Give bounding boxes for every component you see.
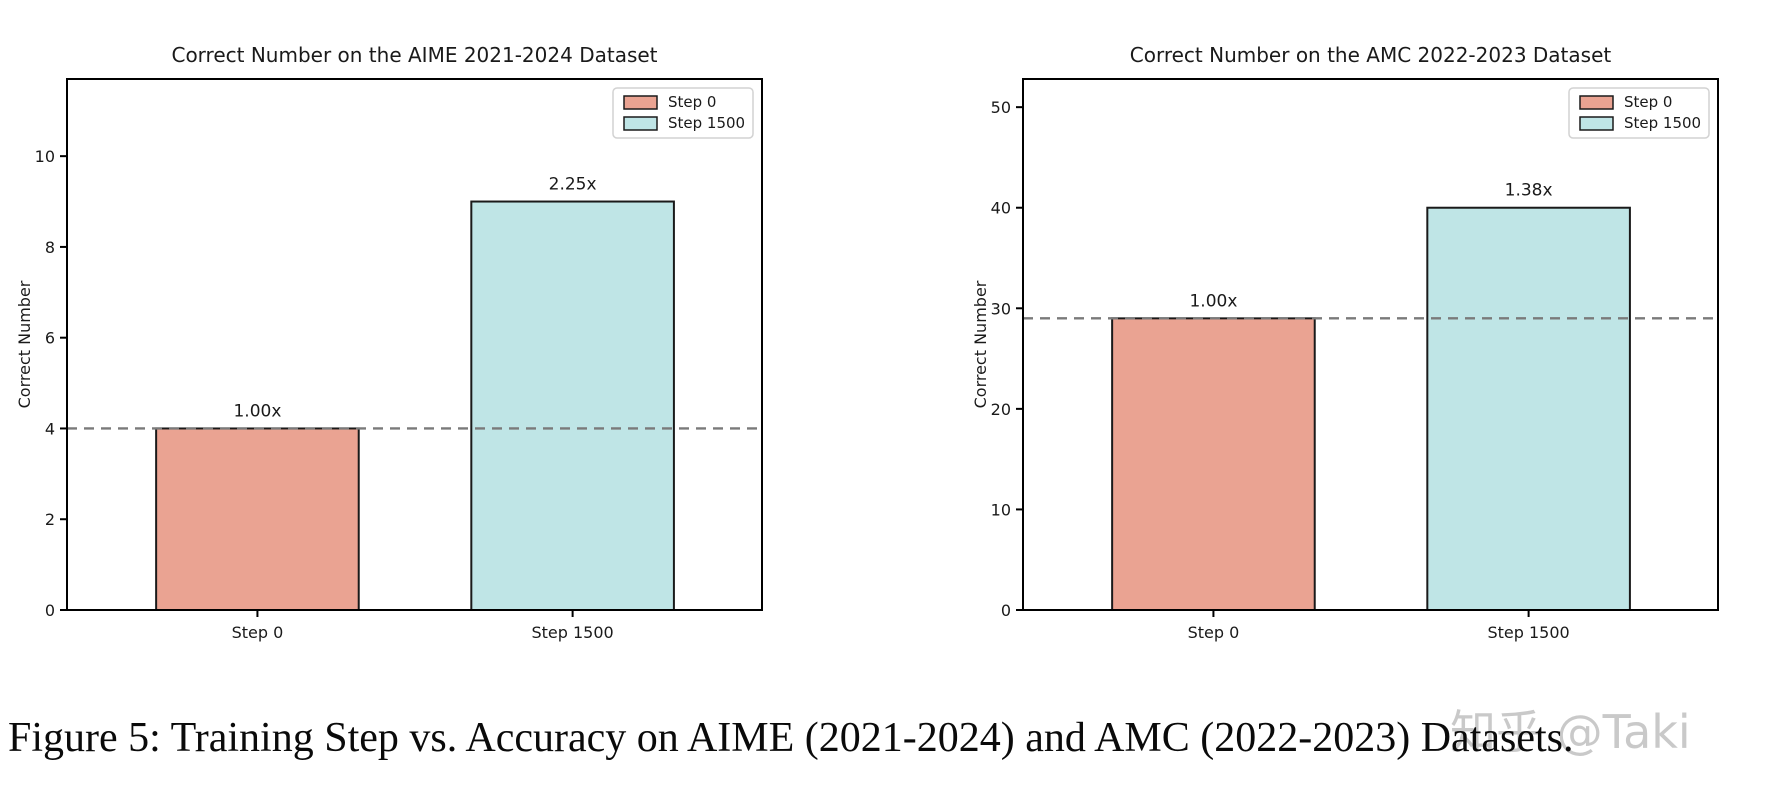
- bar-value-label: 1.38x: [1505, 181, 1553, 201]
- y-tick-label: 0: [45, 601, 55, 620]
- bar-step-0: [1111, 317, 1316, 611]
- figure-caption: Figure 5: Training Step vs. Accuracy on …: [8, 715, 1574, 761]
- chart-title: Correct Number on the AIME 2021-2024 Dat…: [171, 43, 657, 67]
- bar-step-1500: [1426, 206, 1631, 612]
- y-tick-label: 20: [991, 400, 1011, 419]
- legend-label: Step 1500: [1624, 114, 1701, 132]
- watermark: 知乎 @Taki: [1450, 705, 1691, 759]
- legend: Step 0 Step 1500: [1568, 87, 1710, 139]
- y-tick-label: 4: [45, 419, 55, 438]
- chart-title: Correct Number on the AMC 2022-2023 Data…: [1130, 43, 1612, 67]
- y-tick-label: 0: [1001, 601, 1011, 620]
- plot-border: [1022, 78, 1719, 611]
- y-tick-label: 50: [991, 98, 1011, 117]
- plot-border: [66, 78, 763, 611]
- y-tick-label: 30: [991, 299, 1011, 318]
- bar-charts-canvas: Correct Number on the AIME 2021-2024 Dat…: [15, 43, 1719, 642]
- x-tick-label: Step 0: [232, 623, 284, 642]
- y-tick-label: 40: [991, 199, 1011, 218]
- bar-step-0: [155, 427, 360, 612]
- legend-label: Step 0: [668, 93, 716, 111]
- legend-swatch: [1579, 95, 1614, 110]
- bar-value-label: 1.00x: [1189, 291, 1237, 311]
- legend-swatch: [623, 95, 658, 110]
- y-tick-label: 6: [45, 329, 55, 348]
- legend-label: Step 1500: [668, 114, 745, 132]
- y-tick-label: 10: [991, 500, 1011, 519]
- legend-swatch: [623, 116, 658, 131]
- chart-0: Correct Number on the AIME 2021-2024 Dat…: [15, 43, 763, 642]
- bar-step-1500: [470, 200, 675, 612]
- x-tick-label: Step 1500: [531, 623, 613, 642]
- legend-label: Step 0: [1624, 93, 1672, 111]
- legend-swatch: [1579, 116, 1614, 131]
- bar-value-label: 1.00x: [233, 401, 281, 421]
- y-axis-label: Correct Number: [971, 280, 990, 408]
- y-tick-label: 10: [35, 147, 55, 166]
- x-tick-label: Step 0: [1188, 623, 1240, 642]
- y-tick-label: 8: [45, 238, 55, 257]
- y-axis-label: Correct Number: [15, 280, 34, 408]
- x-tick-label: Step 1500: [1487, 623, 1569, 642]
- chart-1: Correct Number on the AMC 2022-2023 Data…: [971, 43, 1719, 642]
- legend: Step 0 Step 1500: [612, 87, 754, 139]
- y-tick-label: 2: [45, 510, 55, 529]
- bar-value-label: 2.25x: [549, 175, 597, 195]
